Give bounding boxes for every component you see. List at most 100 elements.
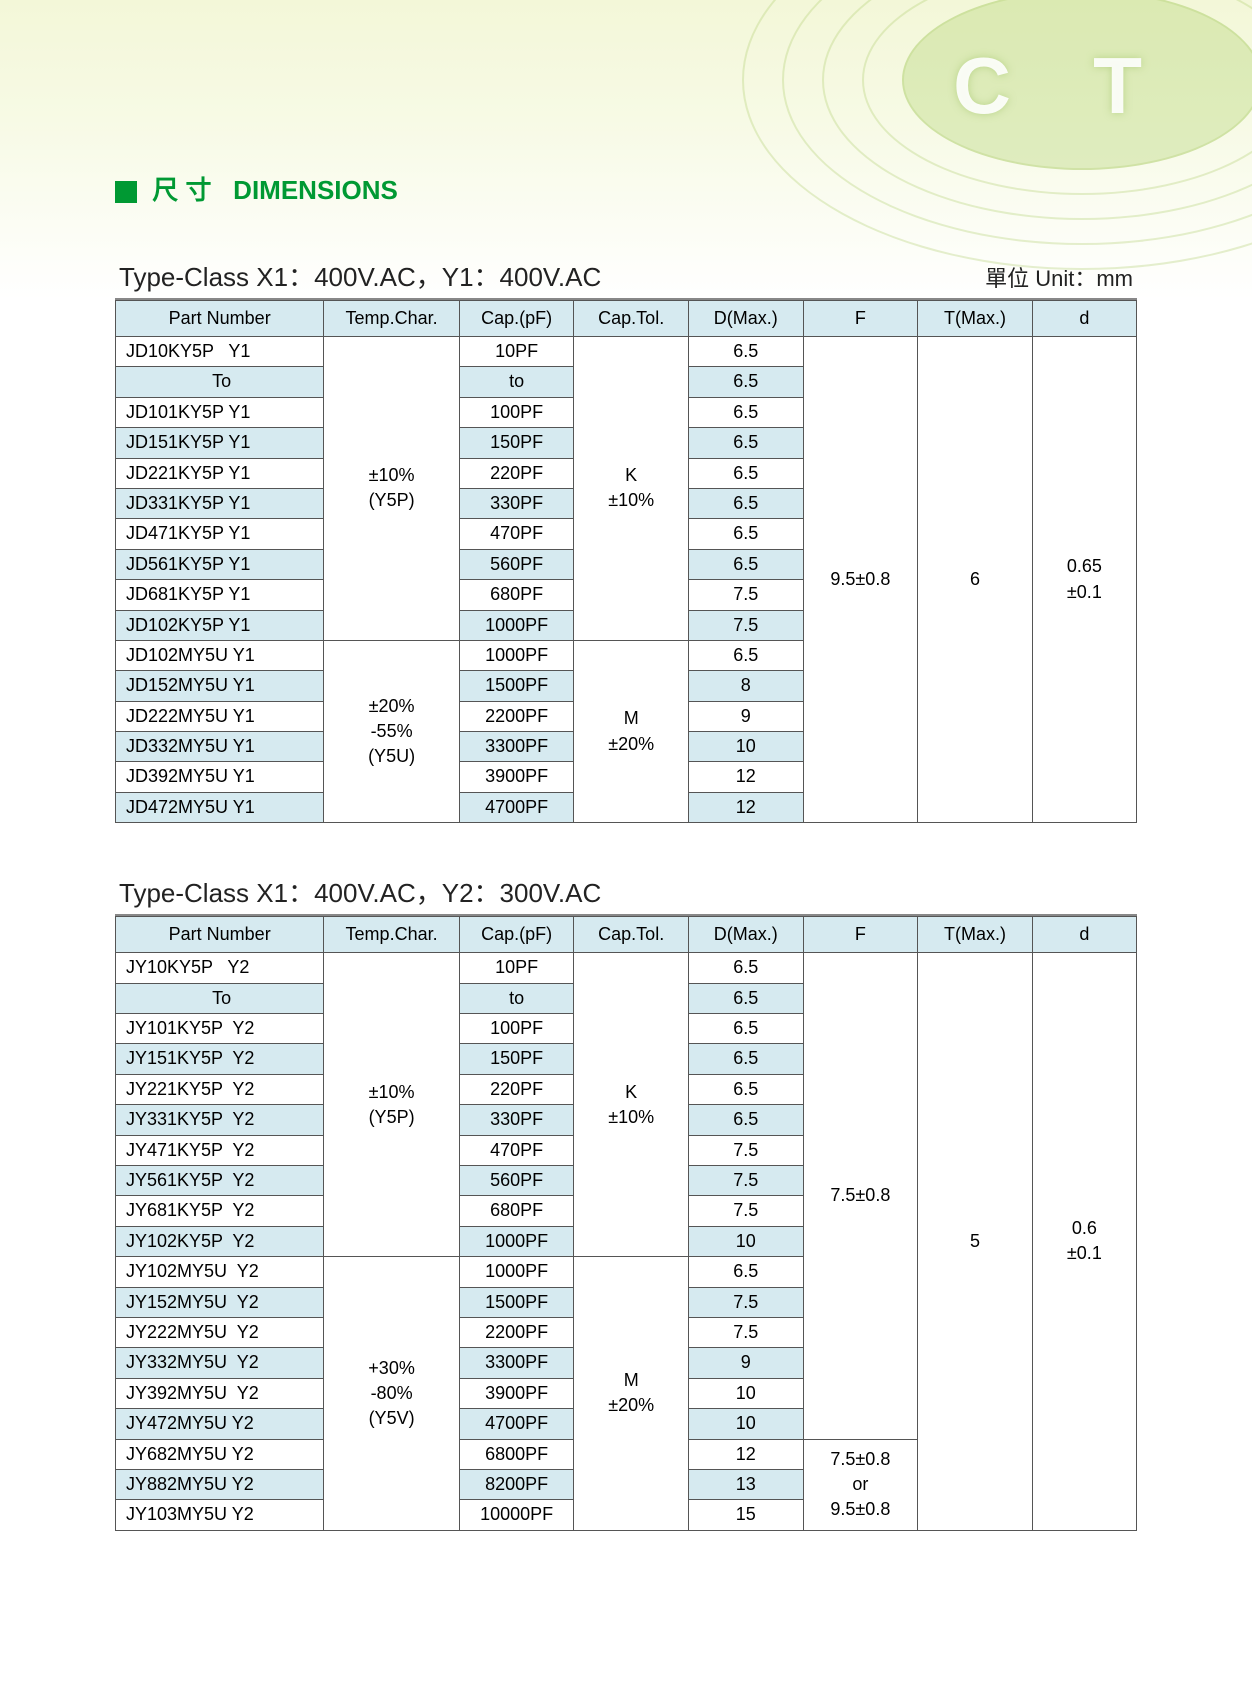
d-max: 10 [688,732,803,762]
part-number: JY102MY5U Y2 [116,1257,324,1287]
section-label-cn: 尺 寸 [152,175,211,205]
cap-tol: K±10% [574,337,689,641]
cap-pf: 330PF [459,1105,574,1135]
cap-pf: 3900PF [459,1378,574,1408]
d-max: 6.5 [688,1074,803,1104]
cap-pf: 3300PF [459,732,574,762]
part-number: JY222MY5U Y2 [116,1317,324,1347]
part-number: JD331KY5P Y1 [116,488,324,518]
cap-pf: 1500PF [459,671,574,701]
cap-pf: 680PF [459,580,574,610]
part-number: JY151KY5P Y2 [116,1044,324,1074]
f-col-bottom: 7.5±0.8or9.5±0.8 [803,1439,918,1530]
cap-pf: 100PF [459,397,574,427]
d-max: 10 [688,1409,803,1439]
d-max: 15 [688,1500,803,1530]
d-max: 6.5 [688,367,803,397]
table1: Part NumberTemp.Char.Cap.(pF)Cap.Tol.D(M… [115,300,1137,823]
cap-pf: 150PF [459,1044,574,1074]
part-number: JD561KY5P Y1 [116,549,324,579]
d-max: 6.5 [688,519,803,549]
column-header: Part Number [116,301,324,337]
cap-pf: 1000PF [459,640,574,670]
section-title: 尺 寸 DIMENSIONS [115,170,1137,207]
f-col: 9.5±0.8 [803,337,918,823]
cap-pf: 2200PF [459,701,574,731]
cap-pf: 220PF [459,458,574,488]
part-number: JY101KY5P Y2 [116,1014,324,1044]
part-number: JY682MY5U Y2 [116,1439,324,1469]
cap-pf: 1000PF [459,1257,574,1287]
part-number: JD10KY5P Y1 [116,337,324,367]
cap-pf: 1500PF [459,1287,574,1317]
part-number: JD101KY5P Y1 [116,397,324,427]
part-number: JD221KY5P Y1 [116,458,324,488]
d-col: 0.6±0.1 [1032,953,1136,1530]
cap-pf: 470PF [459,1135,574,1165]
table1-unit: 單位 Unit：mm [985,261,1133,293]
part-number: To [116,367,324,397]
column-header: Cap.Tol. [574,917,689,953]
part-number: JY332MY5U Y2 [116,1348,324,1378]
part-number: JY103MY5U Y2 [116,1500,324,1530]
part-number: JD392MY5U Y1 [116,762,324,792]
cap-pf: 330PF [459,488,574,518]
cap-pf: to [459,367,574,397]
cap-pf: to [459,983,574,1013]
d-max: 6.5 [688,458,803,488]
d-max: 7.5 [688,1165,803,1195]
cap-pf: 560PF [459,1165,574,1195]
d-max: 7.5 [688,1287,803,1317]
f-col: 7.5±0.8 [803,953,918,1439]
table1-block: Type-Class X1：400V.AC，Y1：400V.AC 單位 Unit… [115,257,1137,823]
square-bullet-icon [115,181,137,203]
cap-pf: 10PF [459,337,574,367]
part-number: JY882MY5U Y2 [116,1469,324,1499]
part-number: JY331KY5P Y2 [116,1105,324,1135]
cap-pf: 220PF [459,1074,574,1104]
column-header: F [803,301,918,337]
column-header: D(Max.) [688,301,803,337]
d-max: 6.5 [688,983,803,1013]
d-max: 10 [688,1226,803,1256]
d-max: 7.5 [688,1196,803,1226]
cap-tol: M±20% [574,640,689,822]
cap-pf: 8200PF [459,1469,574,1499]
d-max: 12 [688,1439,803,1469]
d-max: 12 [688,762,803,792]
part-number: JD472MY5U Y1 [116,792,324,822]
cap-pf: 1000PF [459,610,574,640]
temp-char: +30%-80%(Y5V) [324,1257,459,1531]
cap-pf: 3300PF [459,1348,574,1378]
column-header: Part Number [116,917,324,953]
table-row: JD10KY5P Y1±10%(Y5P)10PFK±10%6.59.5±0.86… [116,337,1137,367]
column-header: Cap.(pF) [459,917,574,953]
cap-tol: K±10% [574,953,689,1257]
column-header: T(Max.) [918,301,1033,337]
temp-char: ±10%(Y5P) [324,953,459,1257]
d-max: 6.5 [688,397,803,427]
t-col: 5 [918,953,1033,1530]
temp-char: ±10%(Y5P) [324,337,459,641]
cap-pf: 470PF [459,519,574,549]
d-max: 6.5 [688,1014,803,1044]
cap-pf: 100PF [459,1014,574,1044]
column-header: Temp.Char. [324,301,459,337]
cap-pf: 150PF [459,428,574,458]
temp-char: ±20%-55%(Y5U) [324,640,459,822]
cap-pf: 4700PF [459,1409,574,1439]
d-max: 10 [688,1378,803,1408]
d-max: 8 [688,671,803,701]
part-number: JY10KY5P Y2 [116,953,324,983]
d-max: 6.5 [688,640,803,670]
cap-pf: 1000PF [459,1226,574,1256]
d-max: 13 [688,1469,803,1499]
part-number: JY221KY5P Y2 [116,1074,324,1104]
cap-pf: 2200PF [459,1317,574,1347]
column-header: F [803,917,918,953]
cap-pf: 560PF [459,549,574,579]
column-header: Cap.Tol. [574,301,689,337]
t-col: 6 [918,337,1033,823]
d-max: 6.5 [688,488,803,518]
d-max: 6.5 [688,1105,803,1135]
